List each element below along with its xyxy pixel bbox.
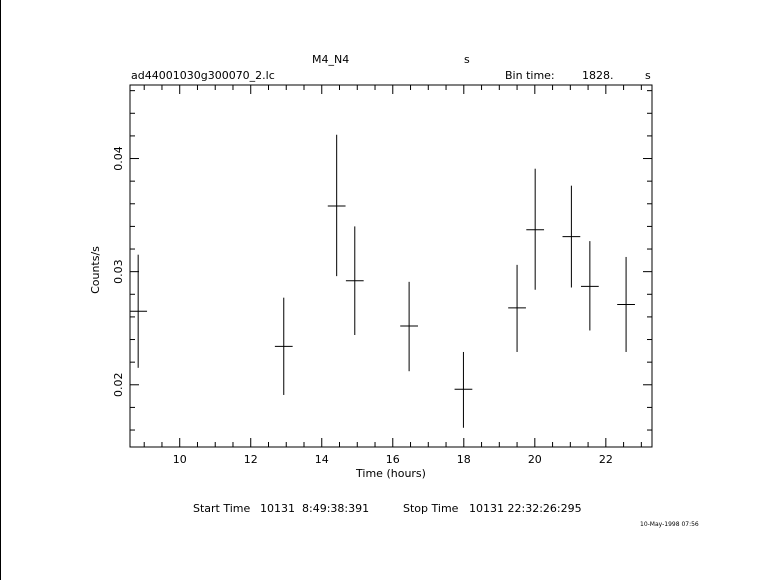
stop-time-label: Stop Time [403, 502, 459, 515]
plot-frame [129, 84, 653, 448]
data-point [617, 256, 635, 352]
data-point [526, 168, 545, 290]
data-point [508, 264, 526, 352]
axis-ticks [130, 85, 652, 447]
start-time-label: Start Time [193, 502, 251, 515]
bin-time-label: Bin time: [505, 69, 555, 82]
x-tick-label: 22 [599, 453, 613, 466]
data-point [345, 226, 364, 336]
x-tick-label: 10 [173, 453, 187, 466]
y-axis-label: Counts/s [89, 246, 102, 294]
bin-time-value: 1828. [582, 69, 614, 82]
x-tick-label: 14 [315, 453, 329, 466]
data-point [130, 254, 148, 368]
stop-time-value: 10131 22:32:26:295 [469, 502, 582, 515]
data-point [327, 134, 346, 277]
data-point [454, 351, 473, 428]
y-tick-label: 0.04 [112, 146, 125, 171]
window-left-border [0, 0, 1, 580]
data-point [400, 281, 418, 372]
y-tick-label: 0.02 [112, 373, 125, 398]
data-point [580, 241, 599, 331]
data-point [274, 297, 293, 395]
x-tick-label: 18 [457, 453, 471, 466]
data-points [130, 134, 635, 428]
bin-time-unit: s [645, 69, 651, 82]
file-name: ad44001030g300070_2.lc [131, 69, 275, 82]
start-time-value: 10131 8:49:38:391 [260, 502, 370, 515]
x-axis-label: Time (hours) [355, 467, 426, 480]
x-tick-label: 16 [386, 453, 400, 466]
y-tick-label: 0.03 [112, 259, 125, 284]
object-unit: s [464, 53, 470, 66]
object-name: M4_N4 [312, 53, 350, 66]
data-point [562, 185, 581, 288]
x-tick-label: 20 [528, 453, 542, 466]
axis-tick-labels: 10 12 14 16 18 20 22 0.02 0.03 0.04 [112, 146, 613, 466]
plot-border [129, 84, 653, 448]
plot-timestamp: 10-May-1998 07:56 [640, 521, 699, 528]
x-tick-label: 12 [244, 453, 258, 466]
